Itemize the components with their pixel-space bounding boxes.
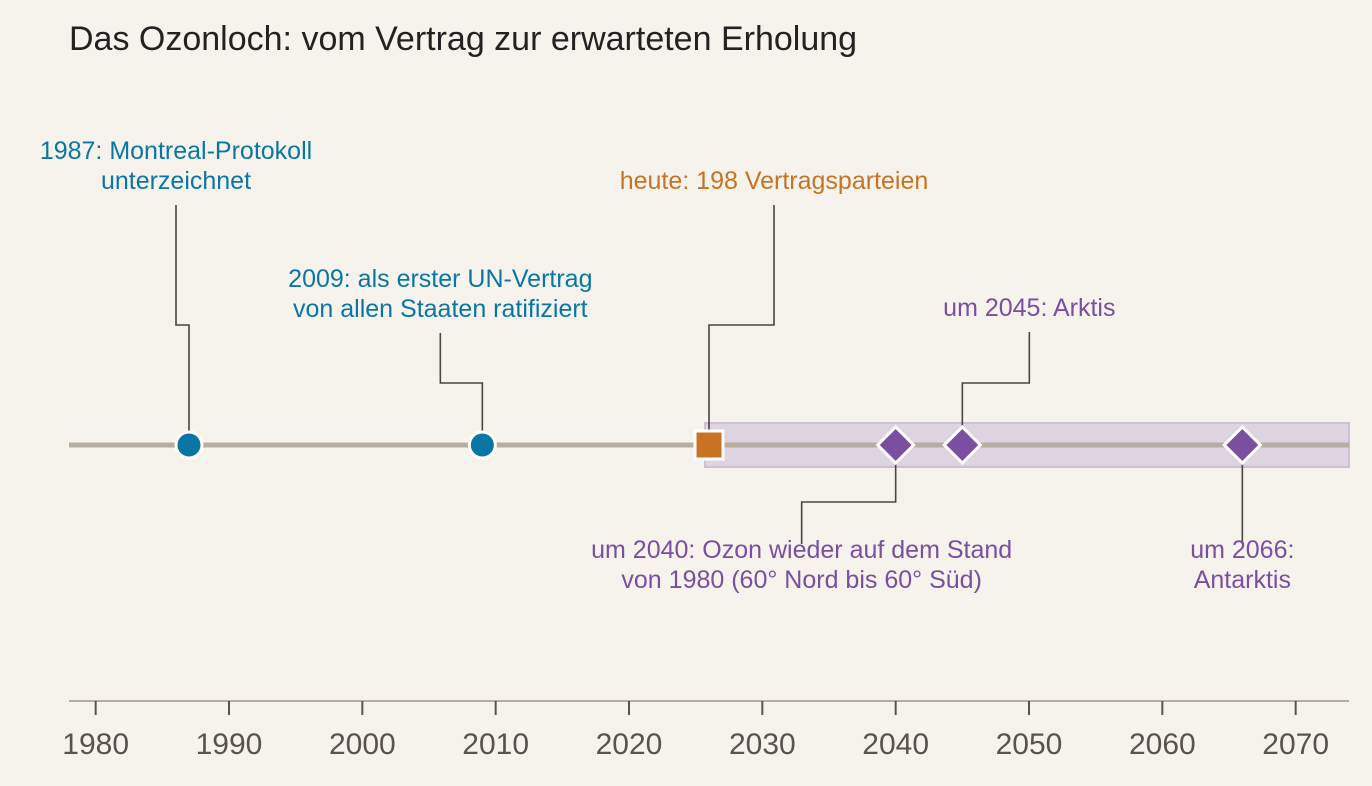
- leader-line-1987: [175, 205, 190, 431]
- x-tick-label-2060: 2060: [1129, 728, 1196, 761]
- x-tick-label-2070: 2070: [1262, 728, 1329, 761]
- x-tick-label-2050: 2050: [996, 728, 1063, 761]
- event-label-2040: von 1980 (60° Nord bis 60° Süd): [621, 566, 982, 594]
- x-tick-label-1980: 1980: [62, 728, 129, 761]
- event-label-2045: um 2045: Arktis: [943, 294, 1115, 322]
- x-tick-label-2020: 2020: [596, 728, 663, 761]
- event-marker-2045: [942, 424, 983, 466]
- event-label-2009: von allen Staaten ratifiziert: [293, 295, 588, 323]
- leader-line-2040: [800, 459, 897, 544]
- chart-title: Das Ozonloch: vom Vertrag zur erwarteten…: [69, 20, 857, 58]
- event-label-1987: 1987: Montreal-Protokoll: [40, 137, 312, 165]
- event-label-2026: heute: 198 Vertragsparteien: [620, 167, 929, 195]
- leader-line-2045: [961, 332, 1031, 431]
- event-label-2066: Antarktis: [1194, 566, 1291, 594]
- x-tick-label-2030: 2030: [729, 728, 796, 761]
- event-marker-2066: [1222, 424, 1263, 466]
- leader-line-2026: [708, 205, 775, 431]
- event-label-1987: unterzeichnet: [101, 167, 251, 195]
- event-marker-1987: [174, 430, 204, 460]
- x-axis: 1980 1990 2000 2010 2020 2030 2040 2050 2060 2070: [62, 700, 1349, 761]
- event-marker-2026: [693, 429, 725, 461]
- x-tick-label-1990: 1990: [196, 728, 263, 761]
- leader-lines-layer: [175, 205, 1244, 544]
- event-marker-2040: [875, 424, 916, 466]
- event-label-2040: um 2040: Ozon wieder auf dem Stand: [591, 536, 1012, 564]
- x-tick-label-2010: 2010: [462, 728, 529, 761]
- event-markers-layer: [174, 424, 1263, 466]
- leader-line-2009: [439, 333, 484, 431]
- x-tick-label-2000: 2000: [329, 728, 396, 761]
- x-tick-label-2040: 2040: [862, 728, 929, 761]
- event-label-2009: 2009: als erster UN-Vertrag: [288, 265, 592, 293]
- event-marker-2009: [467, 430, 497, 460]
- event-label-2066: um 2066:: [1190, 536, 1294, 564]
